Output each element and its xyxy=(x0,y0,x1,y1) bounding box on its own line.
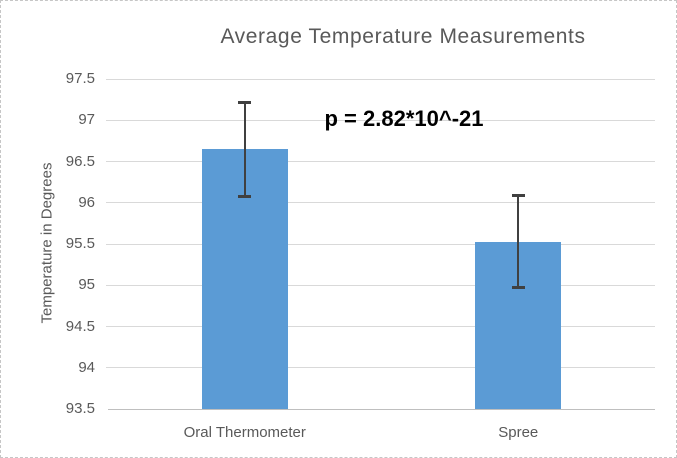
error-bar-cap-bottom-spree xyxy=(511,286,525,290)
chart-title: Average Temperature Measurements xyxy=(220,25,586,48)
gridline xyxy=(106,284,655,286)
y-tick-label: 97 xyxy=(78,111,95,129)
error-bar-line-oral-thermometer xyxy=(243,102,246,197)
gridline xyxy=(106,202,655,204)
gridline xyxy=(106,161,655,162)
gridline xyxy=(106,119,655,121)
gridline xyxy=(106,367,655,369)
y-axis-title: Temperature in Degrees xyxy=(38,162,56,324)
x-category-label-spree: Spree xyxy=(498,424,539,441)
p-value-annotation: p = 2.82*10^-21 xyxy=(324,106,484,131)
error-bar-cap-top-oral-thermometer xyxy=(238,100,252,104)
gridline xyxy=(106,78,655,80)
x-category-label-oral-thermometer: Oral Thermometer xyxy=(183,424,306,441)
gridline xyxy=(106,243,655,245)
error-bar-cap-top-spree xyxy=(511,193,525,197)
error-bar-line-spree xyxy=(517,195,520,288)
plot-area xyxy=(106,78,655,410)
y-tick-label: 93.5 xyxy=(65,400,95,417)
error-bar-cap-bottom-oral-thermometer xyxy=(238,194,252,198)
y-tick-label: 94 xyxy=(78,358,95,376)
gridline xyxy=(106,326,655,327)
y-tick-label: 97.5 xyxy=(65,70,95,87)
